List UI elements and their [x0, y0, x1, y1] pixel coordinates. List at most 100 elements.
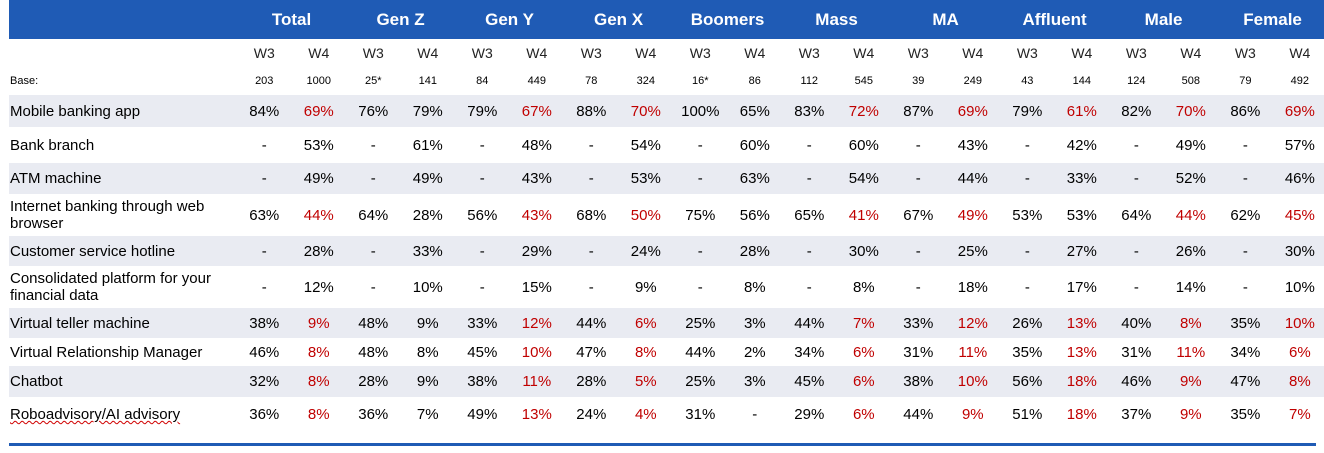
cell-value: 28%: [291, 236, 347, 266]
wave-header-row: W3 W4 W3 W4 W3 W4 W3 W4 W3 W4 W3 W4 W3 W4 W3 W4 W3 W4 W3 W4: [9, 39, 1324, 67]
cell-value: 69%: [1272, 95, 1324, 127]
wave-label: W3: [253, 45, 275, 61]
cell-value: 44%: [303, 206, 334, 224]
cell-value: 5%: [618, 366, 674, 397]
cell-value: 10%: [1284, 278, 1315, 296]
cell-value: 17%: [1066, 278, 1097, 296]
cell-value: 8%: [307, 343, 330, 361]
cell-value: 6%: [1288, 343, 1311, 361]
row-label: ATM machine: [9, 163, 237, 194]
cell-value: 9%: [400, 308, 456, 338]
wave-label: W4: [853, 45, 875, 61]
cell-value: 48%: [521, 136, 552, 154]
cell-value: -: [588, 136, 594, 154]
cell-value: -: [1133, 278, 1139, 296]
cell-value: -: [479, 136, 485, 154]
segment-header-gen-z: Gen Z: [346, 0, 456, 39]
base-label: Base:: [10, 75, 39, 87]
segment-header-row: Total Gen Z Gen Y Gen X Boomers Mass MA Affluen…: [9, 0, 1324, 39]
cell-value: 70%: [618, 95, 674, 127]
cell-value: 61%: [412, 136, 443, 154]
row-label: Consolidated platform for your financial…: [10, 270, 211, 304]
cell-value: 26%: [1163, 236, 1219, 266]
cell-value: 45%: [1284, 206, 1315, 224]
cell-value: 3%: [727, 366, 783, 397]
segment-header-mass: Mass: [782, 0, 892, 39]
wave-label: W4: [417, 45, 439, 61]
cell-value: -: [891, 163, 946, 194]
cell-value: 33%: [891, 308, 946, 338]
cell-value: 13%: [1054, 308, 1110, 338]
row-label: Internet banking through web browser: [10, 198, 205, 232]
cell-value: -: [564, 163, 619, 194]
wave-label: W4: [962, 45, 984, 61]
cell-value: 46%: [1272, 163, 1324, 194]
base-count: 86: [748, 75, 761, 87]
cell-value: 10%: [521, 343, 552, 361]
cell-value: -: [1242, 136, 1248, 154]
wave-label: W3: [1234, 45, 1256, 61]
row-label: Bank branch: [10, 136, 95, 154]
cell-value: -: [346, 236, 401, 266]
cell-value: 24%: [576, 406, 607, 423]
cell-value: 9%: [634, 278, 657, 296]
cell-value: 44%: [1175, 206, 1206, 224]
cell-value: 83%: [782, 95, 837, 127]
cell-value: 56%: [467, 206, 498, 224]
base-count: 39: [912, 75, 925, 87]
cell-value: 75%: [685, 206, 716, 224]
cell-value: 49%: [400, 163, 456, 194]
cell-value: 10%: [412, 278, 443, 296]
cell-value: 51%: [1012, 406, 1043, 423]
segment-header-gen-y: Gen Y: [455, 0, 565, 39]
cell-value: 53%: [618, 163, 674, 194]
cell-value: -: [564, 236, 619, 266]
cell-value: 69%: [291, 95, 347, 127]
cell-value: 53%: [1066, 206, 1097, 224]
cell-value: -: [346, 163, 401, 194]
cell-value: -: [915, 136, 921, 154]
cell-value: 31%: [1121, 343, 1152, 361]
wave-label: W3: [907, 45, 929, 61]
table-row: Internet banking through web browser 63% 4…: [9, 194, 1324, 236]
cell-value: 18%: [957, 278, 988, 296]
base-count: 324: [636, 75, 655, 87]
cell-value: 68%: [576, 206, 607, 224]
base-count: 144: [1072, 75, 1091, 87]
wave-label: W4: [1180, 45, 1202, 61]
cell-value: -: [237, 236, 292, 266]
cell-value: 33%: [455, 308, 510, 338]
cell-value: 25%: [673, 366, 728, 397]
table-row: ATM machine -49% -49% -43% -53% -63% -54% -44% -…: [9, 163, 1324, 194]
cell-value: 4%: [634, 406, 657, 423]
cell-value: 100%: [673, 95, 728, 127]
cell-value: 37%: [1121, 406, 1152, 423]
cell-value: -: [1242, 278, 1248, 296]
cell-value: 33%: [400, 236, 456, 266]
results-table-container: Total Gen Z Gen Y Gen X Boomers Mass MA Affluen…: [9, 0, 1324, 432]
cell-value: 25%: [673, 308, 728, 338]
cell-value: -: [673, 236, 728, 266]
base-count: 545: [854, 75, 873, 87]
cell-value: 53%: [1012, 206, 1043, 224]
base-row: Base: 203 1000 25* 141 84 449 78 324 16* 86 112 545 3…: [9, 67, 1324, 95]
cell-value: -: [782, 163, 837, 194]
cell-value: -: [673, 163, 728, 194]
bottom-divider: [9, 443, 1316, 446]
row-label: Roboadvisory/AI advisory: [9, 397, 237, 432]
cell-value: 70%: [1163, 95, 1219, 127]
cell-value: 8%: [852, 278, 875, 296]
cell-value: -: [806, 278, 812, 296]
base-count: 112: [800, 75, 819, 87]
cell-value: 9%: [291, 308, 347, 338]
base-count: 141: [418, 75, 437, 87]
cell-value: 49%: [1175, 136, 1206, 154]
cell-value: 56%: [739, 206, 770, 224]
cell-value: 60%: [848, 136, 879, 154]
row-label: Customer service hotline: [9, 236, 237, 266]
wave-label: W4: [308, 45, 330, 61]
cell-value: 29%: [509, 236, 565, 266]
cell-value: 25%: [945, 236, 1001, 266]
cell-value: 62%: [1230, 206, 1261, 224]
cell-value: 49%: [291, 163, 347, 194]
